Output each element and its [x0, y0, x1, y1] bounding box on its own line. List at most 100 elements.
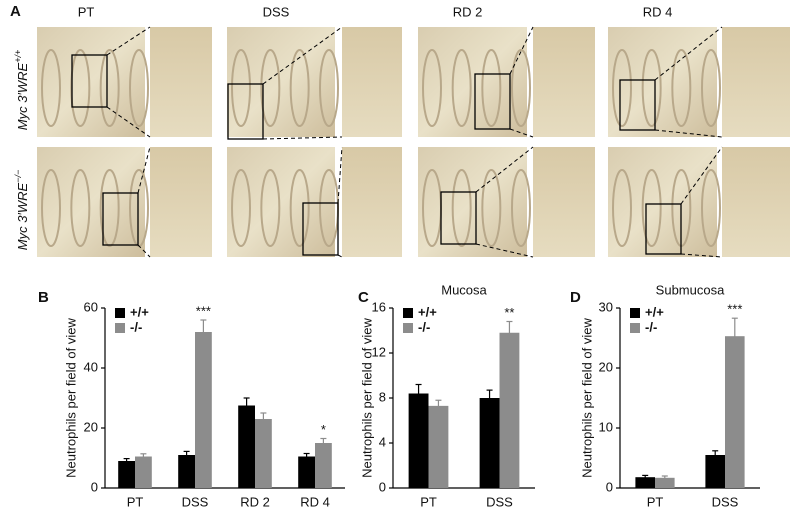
legend-swatch [630, 308, 640, 318]
micrograph [227, 27, 335, 137]
crypt [612, 49, 632, 127]
micrograph [418, 27, 527, 137]
inset-box [102, 192, 139, 246]
y-tick-label: 20 [84, 419, 98, 434]
bar [655, 477, 675, 488]
error-bar [415, 383, 422, 403]
error-bar [183, 450, 190, 459]
bar [705, 455, 725, 488]
x-tick-label: PT [647, 494, 664, 509]
micrograph-zoom [342, 147, 402, 257]
significance: *** [196, 303, 211, 318]
y-tick-label: 20 [599, 359, 613, 374]
legend-label: +/+ [130, 304, 149, 319]
micrograph-zoom [150, 147, 212, 257]
y-tick-label: 0 [606, 479, 613, 494]
crypt [260, 49, 281, 127]
crypt [260, 169, 281, 247]
crypt [231, 49, 251, 127]
chart-title: Submucosa [656, 282, 725, 297]
inset-line [654, 129, 723, 138]
crypt [641, 169, 662, 247]
bar [725, 336, 745, 488]
gene: Myc 3′WRE [15, 62, 30, 130]
legend-label: -/- [130, 319, 142, 334]
bar [255, 419, 272, 488]
crypt [289, 49, 310, 127]
column-label: DSS [263, 4, 290, 19]
micrograph [227, 147, 335, 257]
inset-box [227, 83, 264, 140]
micrograph-zoom [342, 27, 402, 137]
crypt [319, 49, 339, 127]
inset-line [137, 146, 151, 194]
crypt [41, 169, 61, 247]
significance: *** [727, 302, 742, 317]
error-bar [320, 437, 327, 448]
crypt [511, 49, 531, 127]
bar [315, 443, 332, 488]
error-bar [486, 389, 493, 406]
column-label: PT [78, 4, 95, 19]
error-bar [661, 475, 668, 480]
inset-line [654, 26, 723, 81]
x-tick-label: RD 4 [300, 494, 330, 509]
inset-line [262, 26, 343, 85]
micrograph [418, 147, 527, 257]
inset-line [106, 26, 151, 56]
panel-label: A [10, 3, 21, 20]
micrograph [37, 147, 145, 257]
inset-line [106, 106, 151, 138]
y-tick-label: 16 [372, 299, 386, 314]
micrograph-zoom [150, 27, 212, 137]
panel-label: D [570, 289, 581, 306]
bar [635, 477, 655, 488]
crypt [70, 169, 91, 247]
bar [408, 393, 429, 488]
crypt [451, 169, 472, 247]
crypt [129, 49, 149, 127]
y-axis-label: Neutrophils per field of view [359, 318, 374, 478]
error-bar [731, 317, 738, 355]
crypt [99, 49, 120, 127]
column-label: RD 2 [453, 4, 483, 19]
y-tick-label: 4 [379, 434, 386, 449]
inset-box [302, 202, 339, 256]
error-bar [140, 453, 147, 460]
crypt [231, 169, 251, 247]
bar [135, 456, 152, 488]
x-tick-label: DSS [486, 494, 513, 509]
x-tick-label: DSS [712, 494, 739, 509]
error-bar [435, 399, 442, 412]
error-bar [712, 450, 719, 460]
bar [298, 456, 315, 488]
inset-line [680, 146, 723, 205]
x-tick-label: DSS [182, 494, 209, 509]
crypt [641, 49, 662, 127]
legend-swatch [115, 323, 125, 333]
crypt [422, 49, 442, 127]
legend-swatch [630, 323, 640, 333]
x-tick-label: RD 2 [240, 494, 270, 509]
crypt [70, 49, 91, 127]
crypt [99, 169, 120, 247]
y-tick-label: 40 [84, 359, 98, 374]
crypt [701, 49, 721, 127]
panel-label: B [38, 289, 49, 306]
y-tick-label: 0 [379, 479, 386, 494]
crypt [612, 169, 632, 247]
micrograph-zoom [533, 147, 595, 257]
gene: Myc 3′WRE [15, 182, 30, 250]
micrograph-zoom [722, 27, 790, 137]
bar [238, 405, 255, 488]
legend-swatch [403, 308, 413, 318]
bar [118, 461, 135, 488]
inset-line [262, 136, 343, 140]
bar [499, 332, 520, 488]
y-tick-label: 10 [599, 419, 613, 434]
inset-line [337, 254, 343, 258]
error-bar [260, 412, 267, 425]
